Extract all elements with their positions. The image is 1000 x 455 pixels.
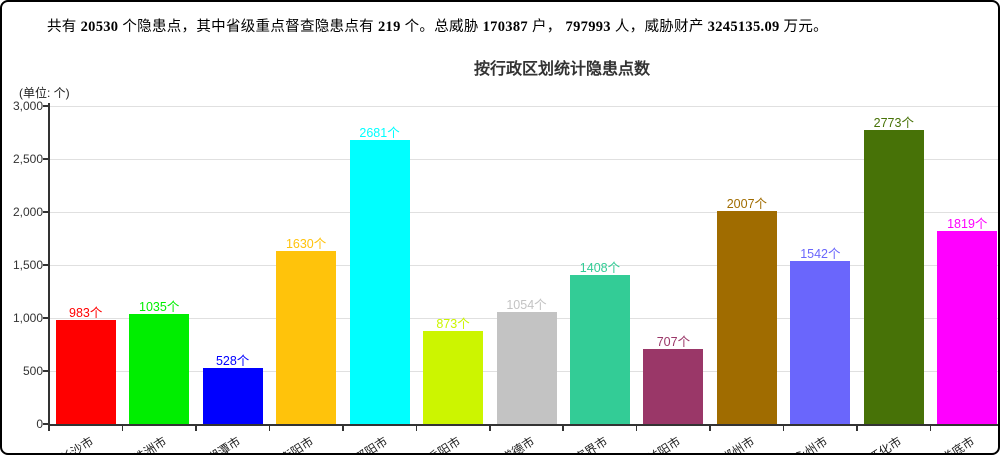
y-tick-label: 2,000 bbox=[12, 205, 43, 219]
bar-value-label: 1408个 bbox=[579, 260, 621, 275]
x-axis-tick bbox=[709, 426, 711, 431]
x-axis-tick bbox=[562, 426, 564, 431]
x-axis-tick bbox=[48, 426, 50, 431]
gridline bbox=[49, 105, 998, 107]
bar bbox=[276, 251, 337, 424]
y-axis-tick bbox=[43, 264, 49, 266]
x-axis-label: 湘潭市 bbox=[204, 434, 243, 455]
x-axis-tick bbox=[782, 426, 785, 431]
y-axis-tick bbox=[43, 105, 49, 107]
bar bbox=[937, 231, 998, 424]
x-axis-tick bbox=[342, 426, 344, 431]
y-tick-label: 1,000 bbox=[12, 311, 43, 325]
summary-number: 797993 bbox=[565, 19, 611, 35]
x-axis-label: 永州市 bbox=[792, 434, 831, 455]
x-axis-label: 株洲市 bbox=[131, 434, 170, 455]
x-axis-line bbox=[48, 424, 998, 426]
bar bbox=[349, 139, 410, 424]
summary-segment: 个。总威胁 bbox=[404, 19, 479, 35]
bar-value-label: 873个 bbox=[436, 317, 470, 332]
summary-text: 共有 20530 个隐患点，其中省级重点督查隐患点有 219 个。总威胁 170387 户，… bbox=[47, 15, 988, 36]
gridline bbox=[49, 264, 998, 266]
bar bbox=[643, 349, 704, 424]
summary-segment: 人，威胁财产 bbox=[614, 19, 704, 35]
summary-segment: 户， bbox=[531, 19, 562, 35]
summary-segment: 万元。 bbox=[783, 19, 828, 35]
bar-value-label: 1819个 bbox=[947, 217, 988, 232]
y-axis-unit-label: (单位: 个) bbox=[19, 86, 70, 100]
x-axis-tick bbox=[121, 426, 124, 431]
x-axis-label: 怀化市 bbox=[866, 434, 904, 455]
bar bbox=[716, 211, 777, 424]
bar bbox=[790, 260, 851, 424]
x-axis-label: 邵阳市 bbox=[351, 434, 390, 455]
bar-value-label: 2773个 bbox=[873, 116, 914, 131]
bar-value-label: 983个 bbox=[69, 305, 103, 320]
summary-number: 170387 bbox=[482, 19, 528, 35]
x-axis-tick bbox=[856, 426, 858, 431]
y-axis-tick bbox=[43, 423, 49, 425]
y-tick-label: 0 bbox=[36, 417, 43, 431]
y-axis-tick bbox=[43, 158, 49, 160]
bar-value-label: 1630个 bbox=[285, 237, 327, 252]
bar bbox=[496, 312, 557, 424]
summary-number: 20530 bbox=[80, 19, 119, 35]
bar bbox=[863, 130, 924, 424]
bar-value-label: 707个 bbox=[656, 335, 691, 350]
y-axis-tick bbox=[43, 211, 49, 213]
x-axis-label: 益阳市 bbox=[645, 434, 684, 455]
gridline bbox=[49, 211, 998, 213]
bar-value-label: 1035个 bbox=[139, 300, 180, 315]
x-axis-tick bbox=[635, 426, 638, 431]
bar-value-label: 2681个 bbox=[359, 125, 400, 140]
summary-segment: 个隐患点，其中省级重点督查隐患点有 bbox=[122, 19, 374, 35]
x-axis-tick bbox=[195, 426, 197, 431]
x-axis-label: 郴州市 bbox=[719, 434, 757, 455]
x-axis-label: 张家界市 bbox=[562, 434, 611, 455]
x-axis-label: 衡阳市 bbox=[278, 434, 317, 455]
x-axis-tick bbox=[268, 426, 271, 431]
x-axis-label: 长沙市 bbox=[57, 434, 96, 455]
y-tick-label: 1,500 bbox=[12, 258, 43, 272]
summary-segment: 共有 bbox=[47, 19, 77, 35]
bar-value-label: 1054个 bbox=[506, 298, 547, 313]
x-axis-tick bbox=[489, 426, 491, 431]
bar bbox=[129, 314, 190, 424]
y-axis-tick bbox=[43, 370, 49, 372]
y-tick-label: 500 bbox=[22, 364, 43, 378]
summary-number: 3245135.09 bbox=[707, 19, 780, 35]
bar bbox=[55, 319, 116, 424]
bar bbox=[202, 368, 263, 424]
y-axis-line bbox=[48, 103, 50, 425]
x-axis-label: 常德市 bbox=[498, 434, 537, 455]
bar bbox=[569, 274, 630, 424]
x-axis-tick bbox=[415, 426, 418, 431]
x-axis-tick bbox=[929, 426, 932, 431]
bar-value-label: 2007个 bbox=[726, 197, 768, 212]
chart-title: 按行政区划统计隐患点数 bbox=[473, 61, 651, 78]
x-axis-label: 娄底市 bbox=[939, 434, 978, 455]
x-axis-label: 岳阳市 bbox=[425, 434, 464, 455]
y-axis-tick bbox=[43, 317, 49, 319]
y-tick-label: 3,000 bbox=[12, 99, 43, 113]
gridline bbox=[49, 158, 998, 160]
bar-value-label: 1542个 bbox=[800, 246, 841, 261]
y-tick-label: 2,500 bbox=[12, 152, 43, 166]
bar-value-label: 528个 bbox=[215, 354, 250, 369]
bar bbox=[423, 331, 484, 424]
summary-number: 219 bbox=[377, 19, 401, 35]
